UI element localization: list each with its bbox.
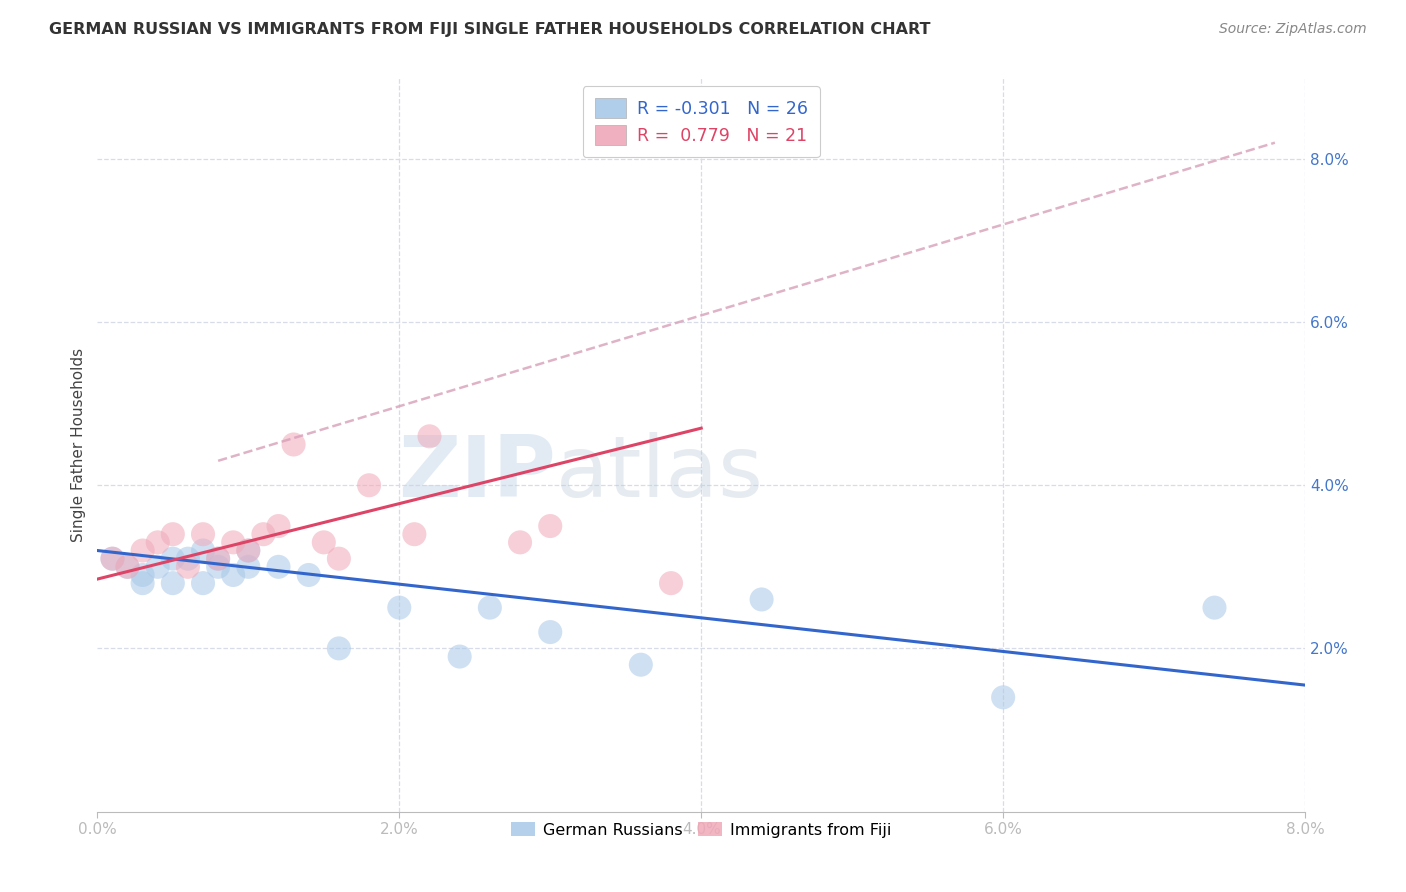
Point <box>177 559 200 574</box>
Point <box>101 551 124 566</box>
Point <box>207 559 229 574</box>
Point <box>538 519 561 533</box>
Point <box>207 551 229 566</box>
Point <box>283 437 305 451</box>
Point <box>117 559 139 574</box>
Point <box>177 551 200 566</box>
Point <box>146 535 169 549</box>
Point <box>404 527 426 541</box>
Point <box>117 559 139 574</box>
Point <box>328 641 350 656</box>
Point <box>267 559 290 574</box>
Point <box>146 559 169 574</box>
Point <box>252 527 274 541</box>
Point <box>162 551 184 566</box>
Point <box>191 527 214 541</box>
Point <box>207 551 229 566</box>
Y-axis label: Single Father Households: Single Father Households <box>72 347 86 541</box>
Point <box>418 429 440 443</box>
Text: GERMAN RUSSIAN VS IMMIGRANTS FROM FIJI SINGLE FATHER HOUSEHOLDS CORRELATION CHAR: GERMAN RUSSIAN VS IMMIGRANTS FROM FIJI S… <box>49 22 931 37</box>
Point <box>538 625 561 640</box>
Text: ZIP: ZIP <box>398 433 557 516</box>
Point <box>101 551 124 566</box>
Text: Source: ZipAtlas.com: Source: ZipAtlas.com <box>1219 22 1367 37</box>
Point <box>388 600 411 615</box>
Point <box>222 535 245 549</box>
Point <box>630 657 652 672</box>
Point <box>509 535 531 549</box>
Point <box>191 576 214 591</box>
Point <box>131 568 153 582</box>
Point <box>312 535 335 549</box>
Point <box>751 592 773 607</box>
Point <box>131 576 153 591</box>
Point <box>238 543 260 558</box>
Point <box>267 519 290 533</box>
Point <box>991 690 1014 705</box>
Point <box>162 527 184 541</box>
Point <box>162 576 184 591</box>
Point <box>131 543 153 558</box>
Point <box>238 543 260 558</box>
Point <box>449 649 471 664</box>
Point <box>191 543 214 558</box>
Point <box>222 568 245 582</box>
Point <box>328 551 350 566</box>
Point <box>298 568 321 582</box>
Point <box>238 559 260 574</box>
Legend: German Russians, Immigrants from Fiji: German Russians, Immigrants from Fiji <box>505 815 898 844</box>
Point <box>659 576 682 591</box>
Point <box>478 600 501 615</box>
Text: atlas: atlas <box>557 433 765 516</box>
Point <box>1204 600 1226 615</box>
Point <box>359 478 381 492</box>
